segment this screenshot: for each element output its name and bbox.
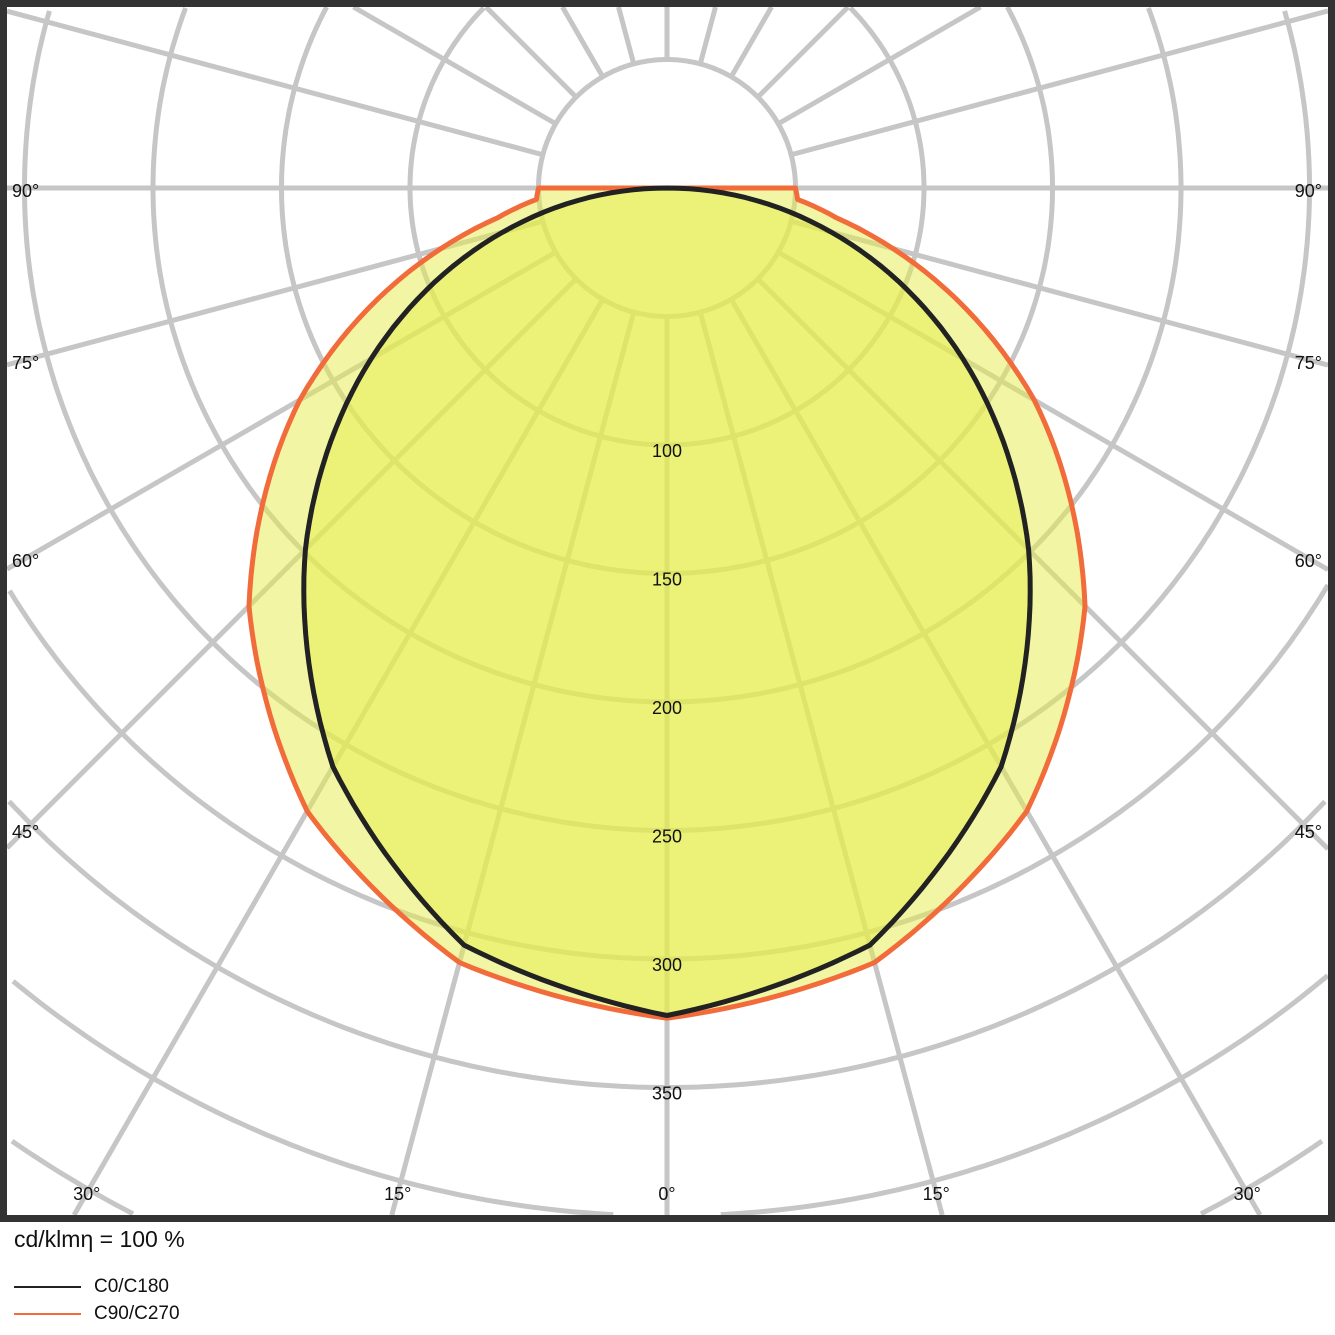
radial-tick-label: 100: [652, 441, 682, 461]
angle-tick-label: 60°: [12, 551, 39, 571]
legend-label: C0/C180: [94, 1276, 169, 1297]
legend-item-c0: C0/C180: [14, 1276, 169, 1298]
curve-fill: [303, 188, 1031, 1016]
angle-tick-label: 75°: [1295, 353, 1322, 373]
grid-spoke: [777, 7, 982, 126]
angle-tick-label: 60°: [1295, 551, 1322, 571]
curve-c90-c270: [246, 185, 1088, 1021]
angle-tick-label: 30°: [73, 1184, 100, 1204]
angle-tick-label: 75°: [12, 353, 39, 373]
grid-spoke: [484, 7, 578, 99]
unit-label: cd/klmη = 100 %: [14, 1226, 185, 1252]
grid-spoke: [756, 7, 850, 99]
legend-swatch: [14, 1286, 81, 1288]
radial-tick-label: 200: [652, 698, 682, 718]
grid-circle: [11, 973, 1328, 1215]
radial-tick-label: 150: [652, 570, 682, 590]
angle-tick-label: 30°: [1234, 1184, 1261, 1204]
angle-tick-label: 90°: [12, 181, 39, 201]
legend-swatch: [14, 1313, 81, 1315]
angle-tick-label: 45°: [1295, 822, 1322, 842]
curve-c0-c180: [301, 185, 1033, 1018]
grid-circle: [7, 799, 1327, 1090]
angle-tick-label: 45°: [12, 822, 39, 842]
radial-tick-label: 350: [652, 1084, 682, 1104]
polar-chart: 100 150 200 250 300 350 90° 90° 75° 75° 60° 60° 45° 4…: [0, 0, 1335, 1222]
grid-spoke: [616, 7, 637, 65]
legend-label: C90/C270: [94, 1303, 180, 1324]
angle-tick-label: 15°: [384, 1184, 411, 1204]
grid-spoke: [697, 7, 718, 65]
radial-tick-label: 250: [652, 827, 682, 847]
angle-tick-label: 90°: [1295, 181, 1322, 201]
radial-tick-label: 300: [652, 955, 682, 975]
grid-spoke: [790, 8, 1328, 158]
grid-spoke: [560, 7, 605, 78]
grid-spoke: [352, 7, 557, 126]
intensity-curves: [246, 185, 1088, 1021]
grid-spoke: [729, 7, 774, 78]
grid-circle: [10, 1139, 1324, 1215]
angle-tick-label: 0°: [658, 1184, 675, 1204]
legend-item-c90: C90/C270: [14, 1303, 180, 1325]
angle-tick-label: 15°: [923, 1184, 950, 1204]
grid-spoke: [7, 8, 544, 158]
axis-labels: 100 150 200 250 300 350 90° 90° 75° 75° 60° 60° 45° 4…: [12, 181, 1322, 1204]
